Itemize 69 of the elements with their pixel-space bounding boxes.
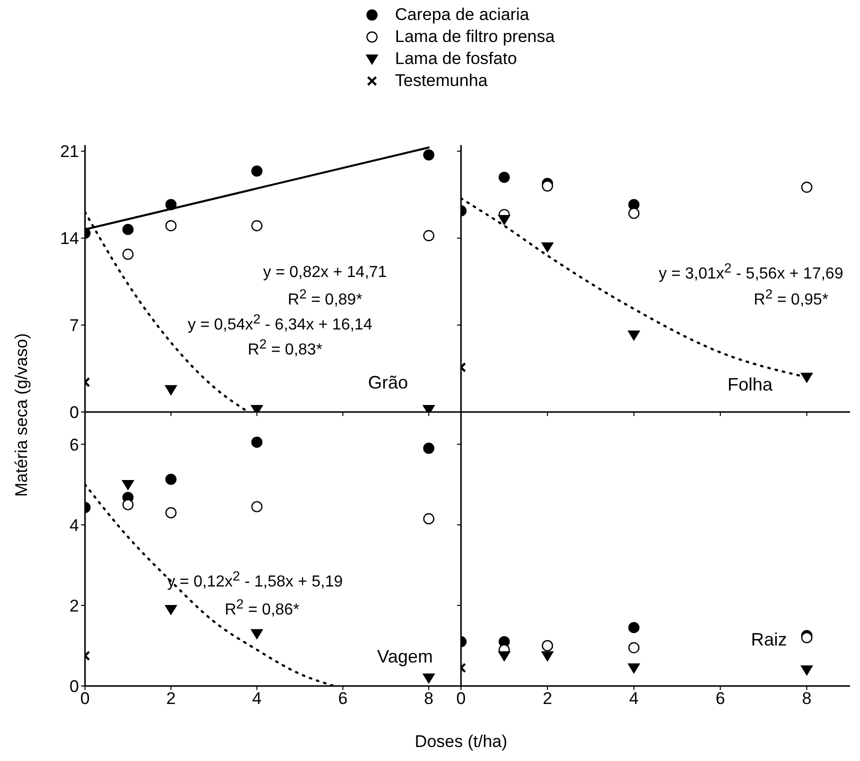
point xyxy=(498,651,510,662)
y-tick-label: 21 xyxy=(60,142,79,162)
point xyxy=(628,622,640,634)
y-tick-label: 0 xyxy=(70,677,79,696)
y-tick-label: 4 xyxy=(70,516,79,535)
point xyxy=(498,215,510,226)
annotation: R$^{2}$ = 0,89* xyxy=(288,286,362,310)
annotation: y = 3,01x$^{2}$ - 5,56x + 17,69 xyxy=(658,260,844,284)
point xyxy=(164,604,177,615)
legend-label: Lama de filtro prensa xyxy=(395,26,555,48)
y-tick-label: 2 xyxy=(70,596,79,616)
point xyxy=(251,220,262,232)
point xyxy=(541,651,554,662)
x-tick-label: 6 xyxy=(338,689,348,708)
annotation: y = 0,82x + 14,71 xyxy=(263,264,387,282)
x-tick-label: 4 xyxy=(252,689,262,708)
x-tick-label: 2 xyxy=(542,689,552,708)
annotation: R$^{2}$ = 0,95* xyxy=(754,286,828,310)
x-tick-label: 2 xyxy=(166,689,176,708)
point xyxy=(423,442,434,454)
x-tick-label: 0 xyxy=(456,689,466,708)
point xyxy=(498,172,510,183)
annotation: R$^{2}$ = 0,83* xyxy=(248,336,322,360)
annotation: Raiz xyxy=(750,630,788,650)
point xyxy=(251,165,262,177)
point xyxy=(542,180,554,192)
point xyxy=(541,242,554,252)
point xyxy=(164,385,177,396)
point xyxy=(250,629,263,640)
annotation: y = 0,12x$^{2}$ - 1,58x + 5,19 xyxy=(167,568,343,592)
legend-label: Lama de fosfato xyxy=(395,48,517,70)
point xyxy=(628,663,640,674)
y-tick-label: 7 xyxy=(70,316,79,336)
point xyxy=(423,230,434,242)
point xyxy=(251,501,262,512)
point xyxy=(422,673,435,684)
point xyxy=(423,513,434,524)
point xyxy=(251,436,262,448)
x-tick-label: 6 xyxy=(716,689,726,708)
annotation: Folha xyxy=(727,374,773,396)
point xyxy=(801,182,812,193)
point xyxy=(122,224,134,236)
point xyxy=(628,330,640,341)
point xyxy=(165,507,177,518)
point xyxy=(122,480,134,490)
point xyxy=(165,199,177,210)
y-tick-label: 0 xyxy=(70,403,79,422)
annotation: Vagem xyxy=(377,646,433,668)
point xyxy=(423,149,434,161)
x-tick-label: 8 xyxy=(424,689,434,708)
legend-label: Carepa de aciaria xyxy=(395,4,530,26)
y-tick-label: 6 xyxy=(70,435,79,454)
point xyxy=(800,372,813,383)
x-axis-title: Doses (t/ha) xyxy=(414,732,508,752)
annotation: R$^{2}$ = 0,86* xyxy=(224,596,300,620)
point xyxy=(122,248,134,260)
point xyxy=(628,208,640,219)
x-tick-label: 4 xyxy=(629,689,639,708)
y-tick-label: 14 xyxy=(60,229,79,248)
legend-label: Testemunha xyxy=(395,70,488,92)
annotation: y = 0,54x$^{2}$ - 6,34x + 16,14 xyxy=(188,311,372,335)
point xyxy=(165,474,177,485)
point xyxy=(628,642,640,654)
x-tick-label: 8 xyxy=(802,689,812,708)
point xyxy=(165,220,177,232)
point xyxy=(122,499,134,510)
y-axis-title: Matéria seca (g/vaso) xyxy=(12,333,32,497)
point xyxy=(800,665,813,676)
annotation: Grão xyxy=(368,372,408,394)
